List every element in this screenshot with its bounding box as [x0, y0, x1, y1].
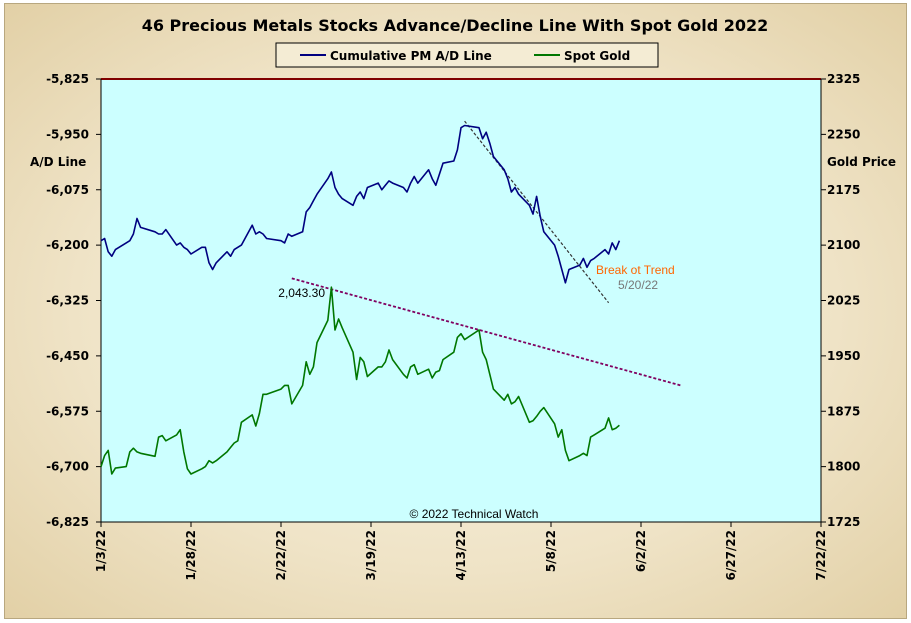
left-tick-label: -6,325 — [46, 294, 89, 308]
legend-label-gold: Spot Gold — [564, 49, 630, 63]
x-tick-label: 7/22/22 — [814, 530, 828, 581]
legend: Cumulative PM A/D Line Spot Gold — [275, 42, 659, 68]
x-tick-label: 4/13/22 — [454, 530, 468, 581]
copyright-text: © 2022 Technical Watch — [410, 507, 539, 521]
right-tick-labels: 2325 2250 2175 2100 2025 1950 1875 1800 1725 — [821, 72, 860, 529]
right-tick-label: 2025 — [827, 294, 860, 308]
right-axis-title: Gold Price — [827, 155, 896, 169]
right-tick-label: 1800 — [827, 460, 860, 474]
left-tick-label: -6,825 — [46, 515, 89, 529]
chart-title: 46 Precious Metals Stocks Advance/Declin… — [142, 16, 769, 35]
right-tick-label: 1950 — [827, 349, 860, 363]
x-tick-label: 2/22/22 — [274, 530, 288, 581]
right-tick-label: 2250 — [827, 127, 860, 141]
x-tick-label: 1/28/22 — [184, 530, 198, 581]
right-tick-label: 1875 — [827, 404, 860, 418]
x-tick-label: 6/2/22 — [634, 530, 648, 572]
gold-trendline — [291, 277, 681, 387]
break-date-label: 5/20/22 — [618, 278, 658, 292]
left-tick-label: -6,450 — [46, 349, 89, 363]
right-tick-label: 2175 — [827, 183, 860, 197]
left-tick-label: -6,700 — [46, 460, 89, 474]
trendlines — [291, 120, 681, 387]
x-tick-label: 1/3/22 — [94, 530, 108, 572]
gold-peak-label: 2,043.30 — [278, 286, 325, 300]
legend-box — [275, 42, 659, 68]
left-tick-label: -5,825 — [46, 72, 89, 86]
x-tick-label: 3/19/22 — [364, 530, 378, 581]
break-of-trend-label: Break ot Trend — [596, 263, 675, 277]
right-tick-label: 1725 — [827, 515, 860, 529]
x-tick-label: 5/8/22 — [544, 530, 558, 572]
right-tick-label: 2100 — [827, 238, 860, 252]
left-tick-label: -6,575 — [46, 404, 89, 418]
legend-label-ad: Cumulative PM A/D Line — [330, 49, 492, 63]
plot-area — [101, 79, 821, 522]
series-lines — [100, 124, 621, 475]
left-tick-label: -6,200 — [46, 238, 89, 252]
ad-trendline — [464, 120, 610, 304]
gold-line-series — [100, 286, 620, 475]
right-tick-label: 2325 — [827, 72, 860, 86]
x-tick-labels: 1/3/22 1/28/22 2/22/22 3/19/22 4/13/22 5/8/22… — [94, 522, 828, 581]
left-tick-labels: -5,825 -5,950 -6,075 -6,200 -6,325 -6,450 -6,5… — [46, 72, 101, 529]
ad-line-series — [100, 124, 621, 284]
left-tick-label: -6,075 — [46, 183, 89, 197]
x-tick-label: 6/27/22 — [724, 530, 738, 581]
left-axis-title: A/D Line — [30, 155, 86, 169]
left-tick-label: -5,950 — [46, 127, 89, 141]
